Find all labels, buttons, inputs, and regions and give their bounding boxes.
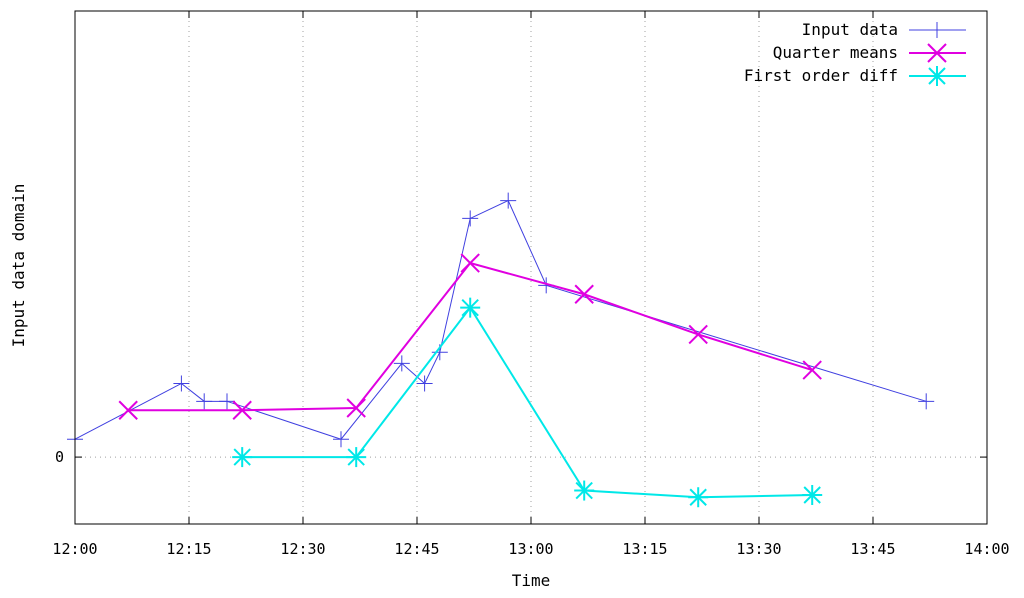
- legend-entry-input-data: Input data: [802, 20, 966, 39]
- data-point-quarter-means: [688, 324, 708, 345]
- legend: Input data Quarter means First order diff: [744, 20, 966, 86]
- legend-label: Input data: [802, 20, 898, 39]
- data-point-input-data: [173, 375, 190, 392]
- series-line-input-data: [74, 199, 927, 440]
- x-tick-label: 13:30: [736, 540, 781, 558]
- x-tick-label: 13:15: [622, 540, 667, 558]
- x-tick-label: 12:00: [52, 540, 97, 558]
- y-tick-label: 0: [55, 448, 64, 466]
- axis-ticks: 12:00 12:15 12:30 12:45 13:00 13:15 13:30 13:45…: [52, 11, 1010, 558]
- data-point-input-data: [393, 355, 410, 372]
- plot-series: [67, 192, 935, 508]
- data-point-quarter-means: [232, 400, 252, 420]
- data-point-input-data: [219, 393, 235, 410]
- plot-frame: [74, 10, 988, 525]
- data-point-input-data: [500, 192, 517, 209]
- data-point-quarter-means: [118, 400, 138, 420]
- data-point-input-data: [462, 210, 479, 227]
- data-point-quarter-means: [574, 284, 594, 304]
- x-axis-title: Time: [512, 571, 551, 590]
- data-point-input-data: [416, 375, 433, 392]
- legend-label: Quarter means: [773, 43, 898, 62]
- data-point-first-order-diff: [688, 487, 709, 508]
- series-line-quarter-means: [128, 261, 813, 412]
- series-quarter-means: [118, 253, 822, 420]
- data-point-first-order-diff: [460, 297, 481, 318]
- data-point-quarter-means: [346, 398, 366, 418]
- legend-marker-first-order-diff: [927, 66, 947, 86]
- legend-marker-input-data: [929, 22, 945, 38]
- data-point-quarter-means: [802, 360, 822, 380]
- x-tick-label: 12:30: [280, 540, 325, 558]
- grid: [75, 11, 987, 524]
- x-tick-label: 12:45: [394, 540, 439, 558]
- series-input-data: [67, 192, 935, 448]
- data-point-input-data: [333, 431, 349, 448]
- data-point-first-order-diff: [802, 485, 823, 506]
- data-point-first-order-diff: [574, 480, 595, 501]
- series-line-first-order-diff: [242, 305, 813, 499]
- legend-label: First order diff: [744, 66, 898, 85]
- legend-marker-quarter-means: [927, 43, 947, 63]
- x-tick-label: 14:00: [964, 540, 1009, 558]
- x-tick-label: 13:45: [850, 540, 895, 558]
- legend-entry-first-order-diff: First order diff: [744, 66, 966, 86]
- y-axis-title: Input data domain: [9, 184, 28, 348]
- series-first-order-diff: [232, 297, 823, 508]
- x-tick-label: 12:15: [166, 540, 211, 558]
- legend-entry-quarter-means: Quarter means: [773, 43, 966, 63]
- data-point-input-data: [918, 393, 935, 410]
- data-point-first-order-diff: [346, 447, 367, 468]
- data-point-quarter-means: [460, 253, 480, 273]
- x-tick-label: 13:00: [508, 540, 553, 558]
- data-point-first-order-diff: [232, 447, 253, 468]
- data-point-input-data: [196, 393, 213, 410]
